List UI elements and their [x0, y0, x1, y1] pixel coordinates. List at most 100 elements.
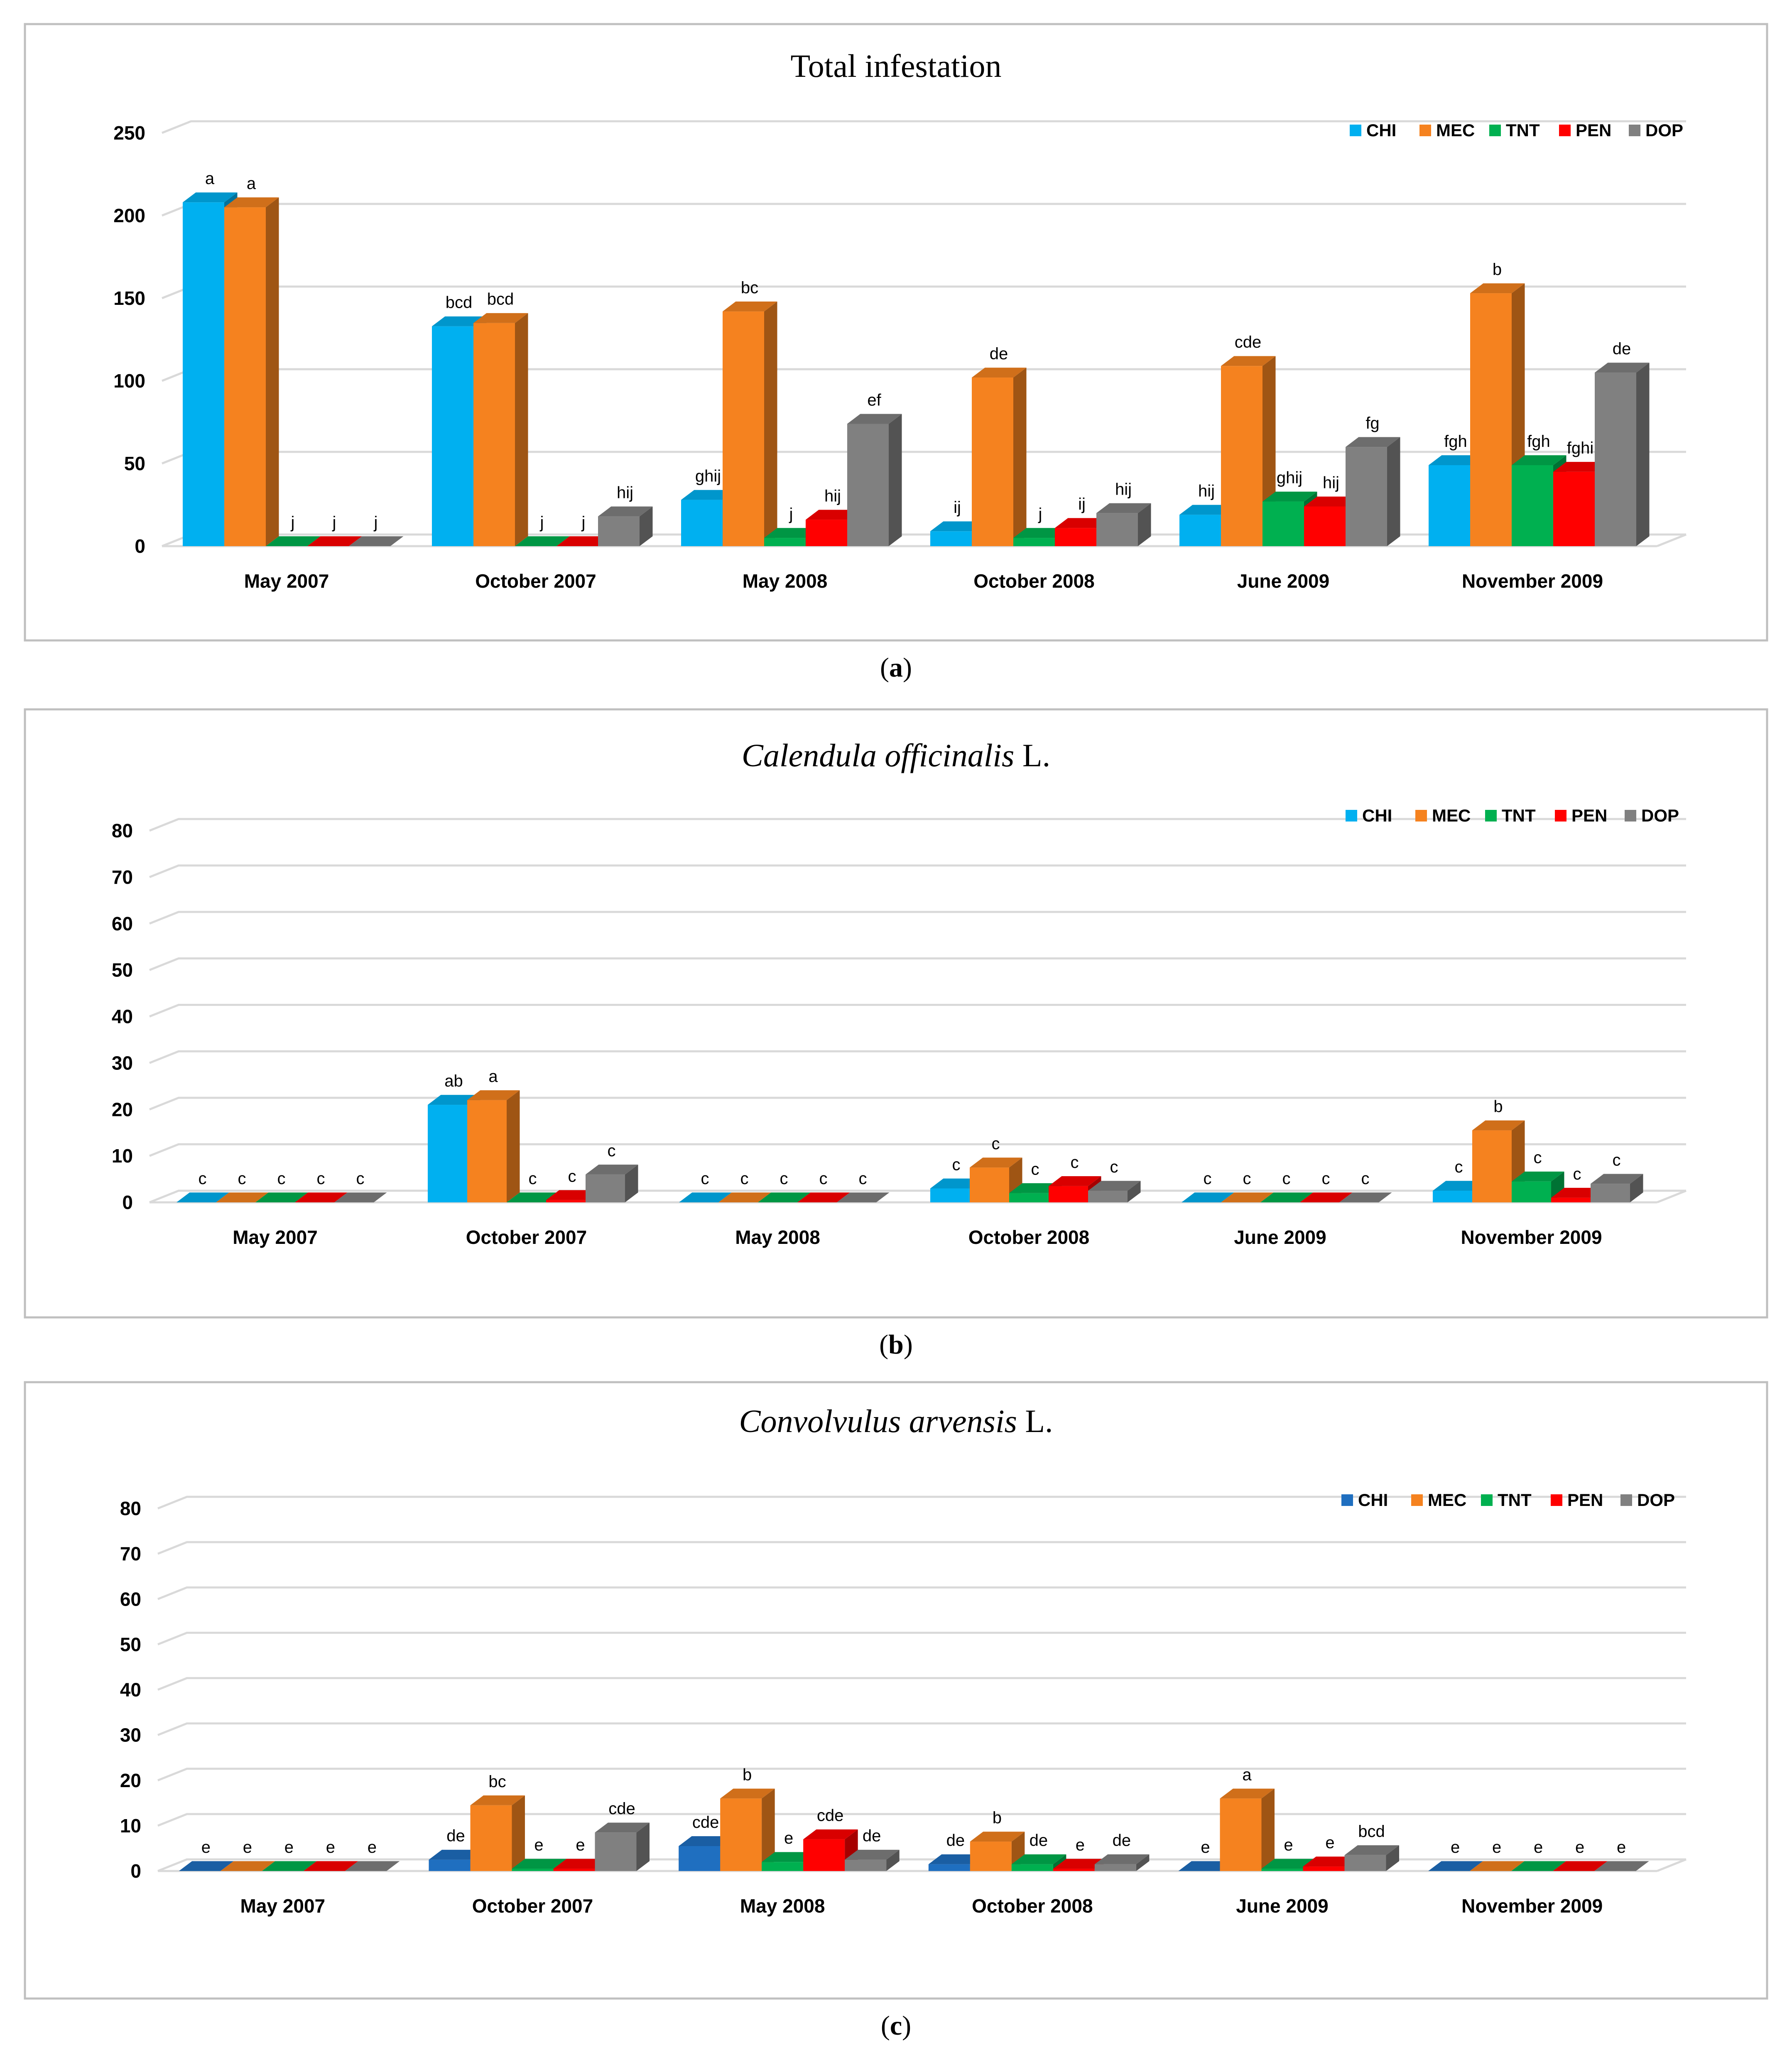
bar-pen: [1553, 1861, 1608, 1871]
bar-mec: [470, 1795, 525, 1871]
legend-label-pen: PEN: [1567, 1490, 1603, 1510]
bar-top: [845, 1849, 900, 1860]
data-label: e: [201, 1838, 211, 1856]
data-label: fghi: [1567, 439, 1594, 457]
data-label: j: [291, 513, 295, 532]
bar-top: [334, 1192, 387, 1202]
category-label: November 2009: [1461, 1895, 1603, 1917]
bar-pen: [1055, 518, 1110, 546]
data-label: de: [1613, 340, 1631, 358]
bar-front: [1470, 293, 1512, 546]
bar-top: [1260, 1192, 1313, 1202]
bar-side: [1636, 363, 1650, 546]
bar-dop: [595, 1822, 650, 1871]
bar-top: [1339, 1192, 1392, 1202]
bar-front: [1262, 501, 1304, 546]
bar-front: [1220, 1798, 1262, 1871]
bar-side: [1387, 437, 1400, 546]
bar-front: [595, 1832, 637, 1871]
bar-front: [806, 520, 847, 546]
bar-dop: [1339, 1192, 1392, 1202]
data-label: c: [1282, 1170, 1291, 1188]
gridline: [162, 120, 1686, 134]
data-label: c: [568, 1167, 576, 1185]
bar-top: [224, 197, 279, 208]
data-label: fg: [1365, 414, 1379, 432]
chart-title-species: Convolvulus arvensis: [739, 1403, 1017, 1439]
bar-top: [1009, 1183, 1062, 1193]
bar-front: [1429, 465, 1470, 546]
bar-front: [1179, 515, 1221, 546]
gridline: [149, 1096, 1686, 1111]
y-tick-label: 20: [112, 1099, 133, 1120]
bar-chi: [179, 1861, 234, 1871]
data-label: bcd: [1358, 1822, 1385, 1841]
bar-tnt: [266, 536, 321, 546]
category-label: October 2008: [968, 1226, 1089, 1248]
legend-swatch-chi: [1350, 125, 1361, 136]
data-label: e: [1284, 1836, 1293, 1854]
bar-top: [512, 1859, 566, 1869]
legend-swatch-pen: [1551, 1494, 1562, 1506]
data-label: ghij: [695, 467, 721, 486]
bar-top: [930, 521, 985, 532]
bar-front: [553, 1869, 595, 1871]
bar-top: [1182, 1192, 1234, 1202]
bar-chi: [928, 1854, 983, 1871]
bar-tnt: [1260, 1192, 1313, 1202]
data-label: c: [1573, 1165, 1581, 1183]
bar-top: [837, 1192, 890, 1202]
bar-front: [1512, 465, 1553, 546]
legend-label-dop: DOP: [1641, 806, 1679, 825]
bar-tnt: [262, 1861, 317, 1871]
data-label: e: [326, 1838, 335, 1856]
category-label: October 2007: [475, 570, 596, 592]
y-tick-label: 50: [112, 959, 133, 981]
bar-top: [806, 510, 860, 520]
legend-swatch-dop: [1625, 810, 1636, 822]
bar-dop: [1094, 1854, 1150, 1871]
gridline: [157, 1496, 1686, 1510]
bar-dop: [847, 414, 902, 546]
category-label: June 2009: [1237, 570, 1329, 592]
legend-label-pen: PEN: [1576, 120, 1611, 140]
data-label: c: [317, 1170, 325, 1188]
gridline: [149, 911, 1686, 925]
bar-top: [553, 1859, 608, 1869]
data-label: c: [1204, 1170, 1212, 1188]
y-tick-label: 40: [112, 1006, 133, 1028]
data-label: b: [743, 1766, 752, 1784]
bar-top: [1178, 1861, 1233, 1871]
data-label: de: [990, 345, 1008, 363]
category-label: October 2008: [972, 1895, 1093, 1917]
bar-side: [640, 506, 653, 546]
y-tick-label: 60: [112, 913, 133, 934]
gridline: [149, 1004, 1686, 1018]
legend-swatch-pen: [1559, 125, 1571, 136]
bar-top: [970, 1832, 1025, 1842]
bar-front: [1094, 1864, 1136, 1871]
bar-top: [1428, 1861, 1483, 1871]
gridline: [157, 1813, 1686, 1827]
bar-front: [183, 202, 224, 546]
gridline: [149, 818, 1686, 832]
y-tick-label: 150: [113, 287, 145, 309]
gridline: [157, 1677, 1686, 1691]
bar-top: [262, 1861, 317, 1871]
bar-pen: [1300, 1192, 1353, 1202]
bar-mec: [1221, 1192, 1274, 1202]
bar-front: [1512, 1181, 1551, 1202]
chart-panel-total-infestation: Total infestation 0 50 100 150 200 250 CHI MEC TN…: [0, 21, 1792, 644]
gridline: [157, 1858, 1686, 1872]
y-tick-label: 70: [120, 1543, 141, 1565]
data-label: b: [1493, 260, 1502, 279]
legend-label-dop: DOP: [1645, 120, 1683, 140]
data-label: ghij: [1277, 469, 1302, 487]
bar-front: [467, 1100, 507, 1202]
category-label: November 2009: [1462, 570, 1603, 592]
category-label: May 2008: [743, 570, 828, 592]
data-label: j: [1038, 505, 1042, 523]
data-label: c: [199, 1170, 207, 1188]
data-label: e: [1325, 1834, 1334, 1852]
y-tick-label: 200: [113, 205, 145, 226]
